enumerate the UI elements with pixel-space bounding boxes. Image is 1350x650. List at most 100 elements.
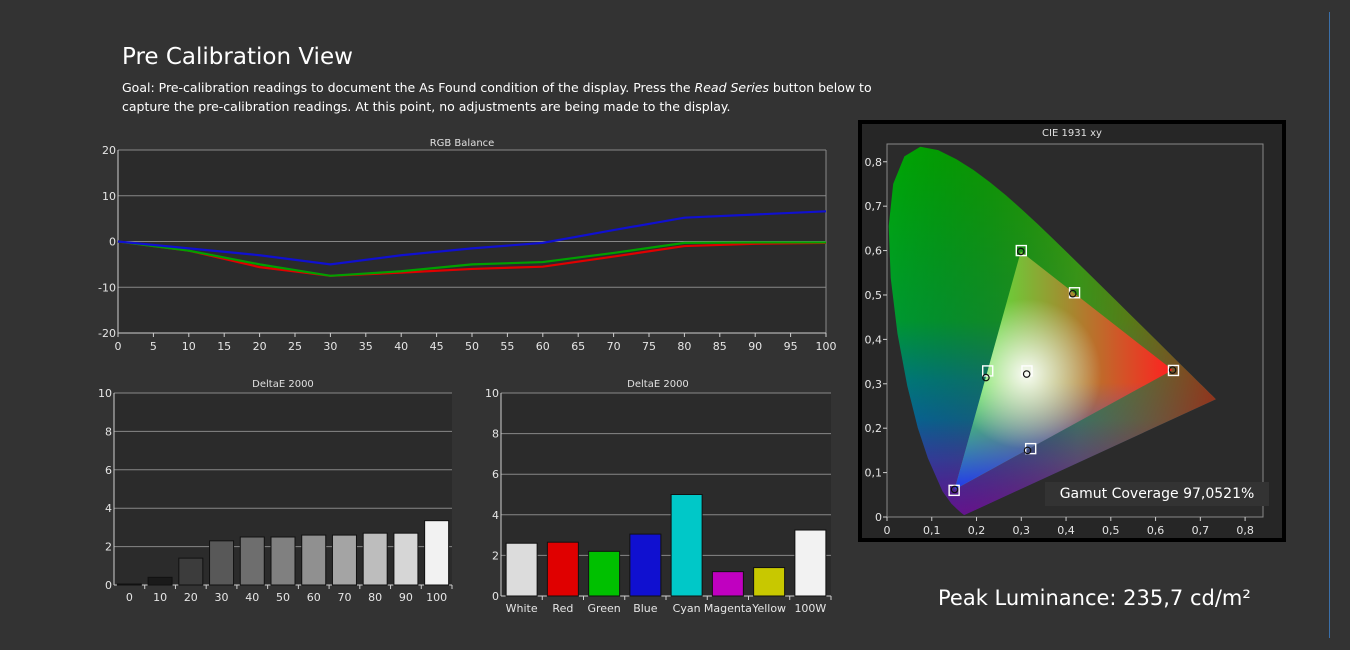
deltae-grayscale-bar xyxy=(116,583,142,586)
goal-text-suffix: button below to capture the pre-calibrat… xyxy=(122,80,872,114)
deltae-grayscale-bar xyxy=(393,532,419,586)
deltae-color-y-tick-label: 10 xyxy=(485,387,499,400)
rgb-x-tick-label: 45 xyxy=(430,340,444,353)
deltae-color-bar xyxy=(546,541,579,597)
deltae-color-x-tick-label: Red xyxy=(552,602,573,615)
deltae-grayscale-x-tick-label: 0 xyxy=(126,591,133,604)
deltae-grayscale-bar xyxy=(178,557,204,586)
deltae-color-y-tick-label: 8 xyxy=(492,428,499,441)
target-green-square xyxy=(1015,244,1027,257)
target-cyan-square xyxy=(982,365,994,377)
deltae-grayscale-x-tick-label: 30 xyxy=(215,591,229,604)
rgb-x-tick-label: 0 xyxy=(115,340,122,353)
cie-x-ticks: 0 0,1 0,2 0,3 0,4 0,5 0,6 0,7 0,8 xyxy=(884,517,1254,537)
rgb-y-tick-label: -10 xyxy=(98,281,116,294)
rgb-x-tick-label: 40 xyxy=(394,340,408,353)
cie-x-tick-label: 0 xyxy=(884,524,891,537)
deltae-color-x-tick-label: White xyxy=(506,602,538,615)
cie-grid xyxy=(886,143,1264,518)
gamut-coverage-label: Gamut Coverage 97,0521% xyxy=(1045,482,1269,506)
rgb-series xyxy=(117,210,827,277)
cie-x-tick-label: 0,8 xyxy=(1236,524,1254,537)
rgb-x-tick-label: 90 xyxy=(748,340,762,353)
deltae-color-title: DeltaE 2000 xyxy=(627,379,689,390)
measured-green-point xyxy=(1017,247,1025,256)
cie-y-tick-label: 0,3 xyxy=(865,378,883,391)
cie-x-tick-label: 0,7 xyxy=(1192,524,1210,537)
rgb-chart-title: RGB Balance xyxy=(430,138,495,149)
read-series-reference: Read Series xyxy=(694,80,769,95)
deltae-grayscale-bar xyxy=(270,536,296,586)
rgb-y-tick-label: -20 xyxy=(98,327,116,340)
cie-x-tick-label: 0,6 xyxy=(1147,524,1165,537)
deltae-grayscale-x-tick-label: 70 xyxy=(337,591,351,604)
deltae-grayscale-x-tick-label: 60 xyxy=(307,591,321,604)
deltae-grayscale-bar xyxy=(301,534,327,586)
rgb-x-tick-label: 20 xyxy=(253,340,267,353)
goal-text: Goal: Pre-calibration readings to docume… xyxy=(122,78,902,116)
deltae-grayscale-bar xyxy=(239,536,265,586)
deltae-grayscale-y-tick-label: 8 xyxy=(105,425,112,438)
deltae-grayscale-x-tick-label: 100 xyxy=(426,591,447,604)
deltae-grayscale-bar xyxy=(209,540,235,586)
measured-yellow-point xyxy=(1068,289,1077,298)
deltae-grayscale-y-tick-label: 10 xyxy=(98,387,112,400)
cie-x-tick-label: 0,5 xyxy=(1102,524,1120,537)
cie-x-tick-label: 0,4 xyxy=(1057,524,1075,537)
deltae-color-y-ticks: 10 8 6 4 2 0 xyxy=(485,387,499,603)
rgb-x-ticks: 0 5 10 15 20 25 30 35 40 45 50 55 60 65 70 75 80 85 90 95 10… xyxy=(115,333,837,353)
rgb-x-tick-label: 60 xyxy=(536,340,550,353)
deltae-grayscale-y-tick-label: 6 xyxy=(105,464,112,477)
deltae-grayscale-y-tick-label: 0 xyxy=(105,579,112,592)
rgb-x-tick-label: 85 xyxy=(713,340,727,353)
deltae-color-bar xyxy=(629,533,662,597)
rgb-x-tick-label: 10 xyxy=(182,340,196,353)
deltae-color-x-tick-label: Cyan xyxy=(673,602,701,615)
goal-text-prefix: Goal: Pre-calibration readings to docume… xyxy=(122,80,695,95)
deltae-color-bar xyxy=(711,571,744,597)
deltae-grayscale-bar xyxy=(331,534,357,586)
measured-white-point xyxy=(1022,370,1031,378)
cie-x-tick-label: 0,1 xyxy=(923,524,941,537)
rgb-series-line-2 xyxy=(117,210,827,266)
cie-1931-chart: CIE 1931 xy xyxy=(858,120,1286,542)
deltae-grayscale-bar xyxy=(147,576,173,586)
rgb-x-tick-label: 5 xyxy=(150,340,157,353)
rgb-x-tick-label: 55 xyxy=(500,340,514,353)
right-divider xyxy=(1329,12,1330,638)
deltae-grayscale-x-tick-label: 20 xyxy=(184,591,198,604)
deltae-grayscale-y-ticks: 10 8 6 4 2 0 xyxy=(98,387,112,592)
rgb-x-tick-label: 65 xyxy=(571,340,585,353)
rgb-series-line-0 xyxy=(117,240,827,277)
cie-y-tick-label: 0,2 xyxy=(865,422,883,435)
cie-y-tick-label: 0 xyxy=(875,511,882,524)
target-white-square xyxy=(1021,365,1033,377)
rgb-y-ticks: 20 10 0 -10 -20 xyxy=(98,144,116,340)
cie-points xyxy=(948,244,1180,497)
deltae-color-chart: DeltaE 2000 10 8 6 4 2 0 White Red Green Blue Cya… xyxy=(485,379,832,615)
rgb-series-line-1 xyxy=(117,240,826,277)
deltae-color-x-tick-label: Yellow xyxy=(751,602,786,615)
rgb-x-tick-label: 30 xyxy=(323,340,337,353)
rgb-x-tick-label: 25 xyxy=(288,340,302,353)
rgb-x-tick-label: 50 xyxy=(465,340,479,353)
rgb-x-tick-label: 70 xyxy=(607,340,621,353)
cie-y-tick-label: 0,4 xyxy=(865,333,883,346)
cie-plot-border xyxy=(886,143,1264,518)
deltae-grayscale-x-tick-label: 40 xyxy=(245,591,259,604)
measured-cyan-point xyxy=(982,373,990,382)
deltae-grayscale-bars xyxy=(116,520,450,586)
deltae-color-bar xyxy=(794,529,827,597)
rgb-x-tick-label: 95 xyxy=(784,340,798,353)
rgb-x-tick-label: 100 xyxy=(816,340,837,353)
cie-y-tick-label: 0,7 xyxy=(865,200,883,213)
deltae-color-y-tick-label: 2 xyxy=(492,549,499,562)
deltae-grayscale-bar xyxy=(424,520,450,586)
deltae-color-x-tick-label: 100W xyxy=(794,602,826,615)
rgb-x-tick-label: 15 xyxy=(217,340,231,353)
measured-blue-point xyxy=(950,485,959,494)
deltae-grayscale-y-tick-label: 2 xyxy=(105,541,112,554)
cie-y-tick-label: 0,1 xyxy=(865,467,883,480)
